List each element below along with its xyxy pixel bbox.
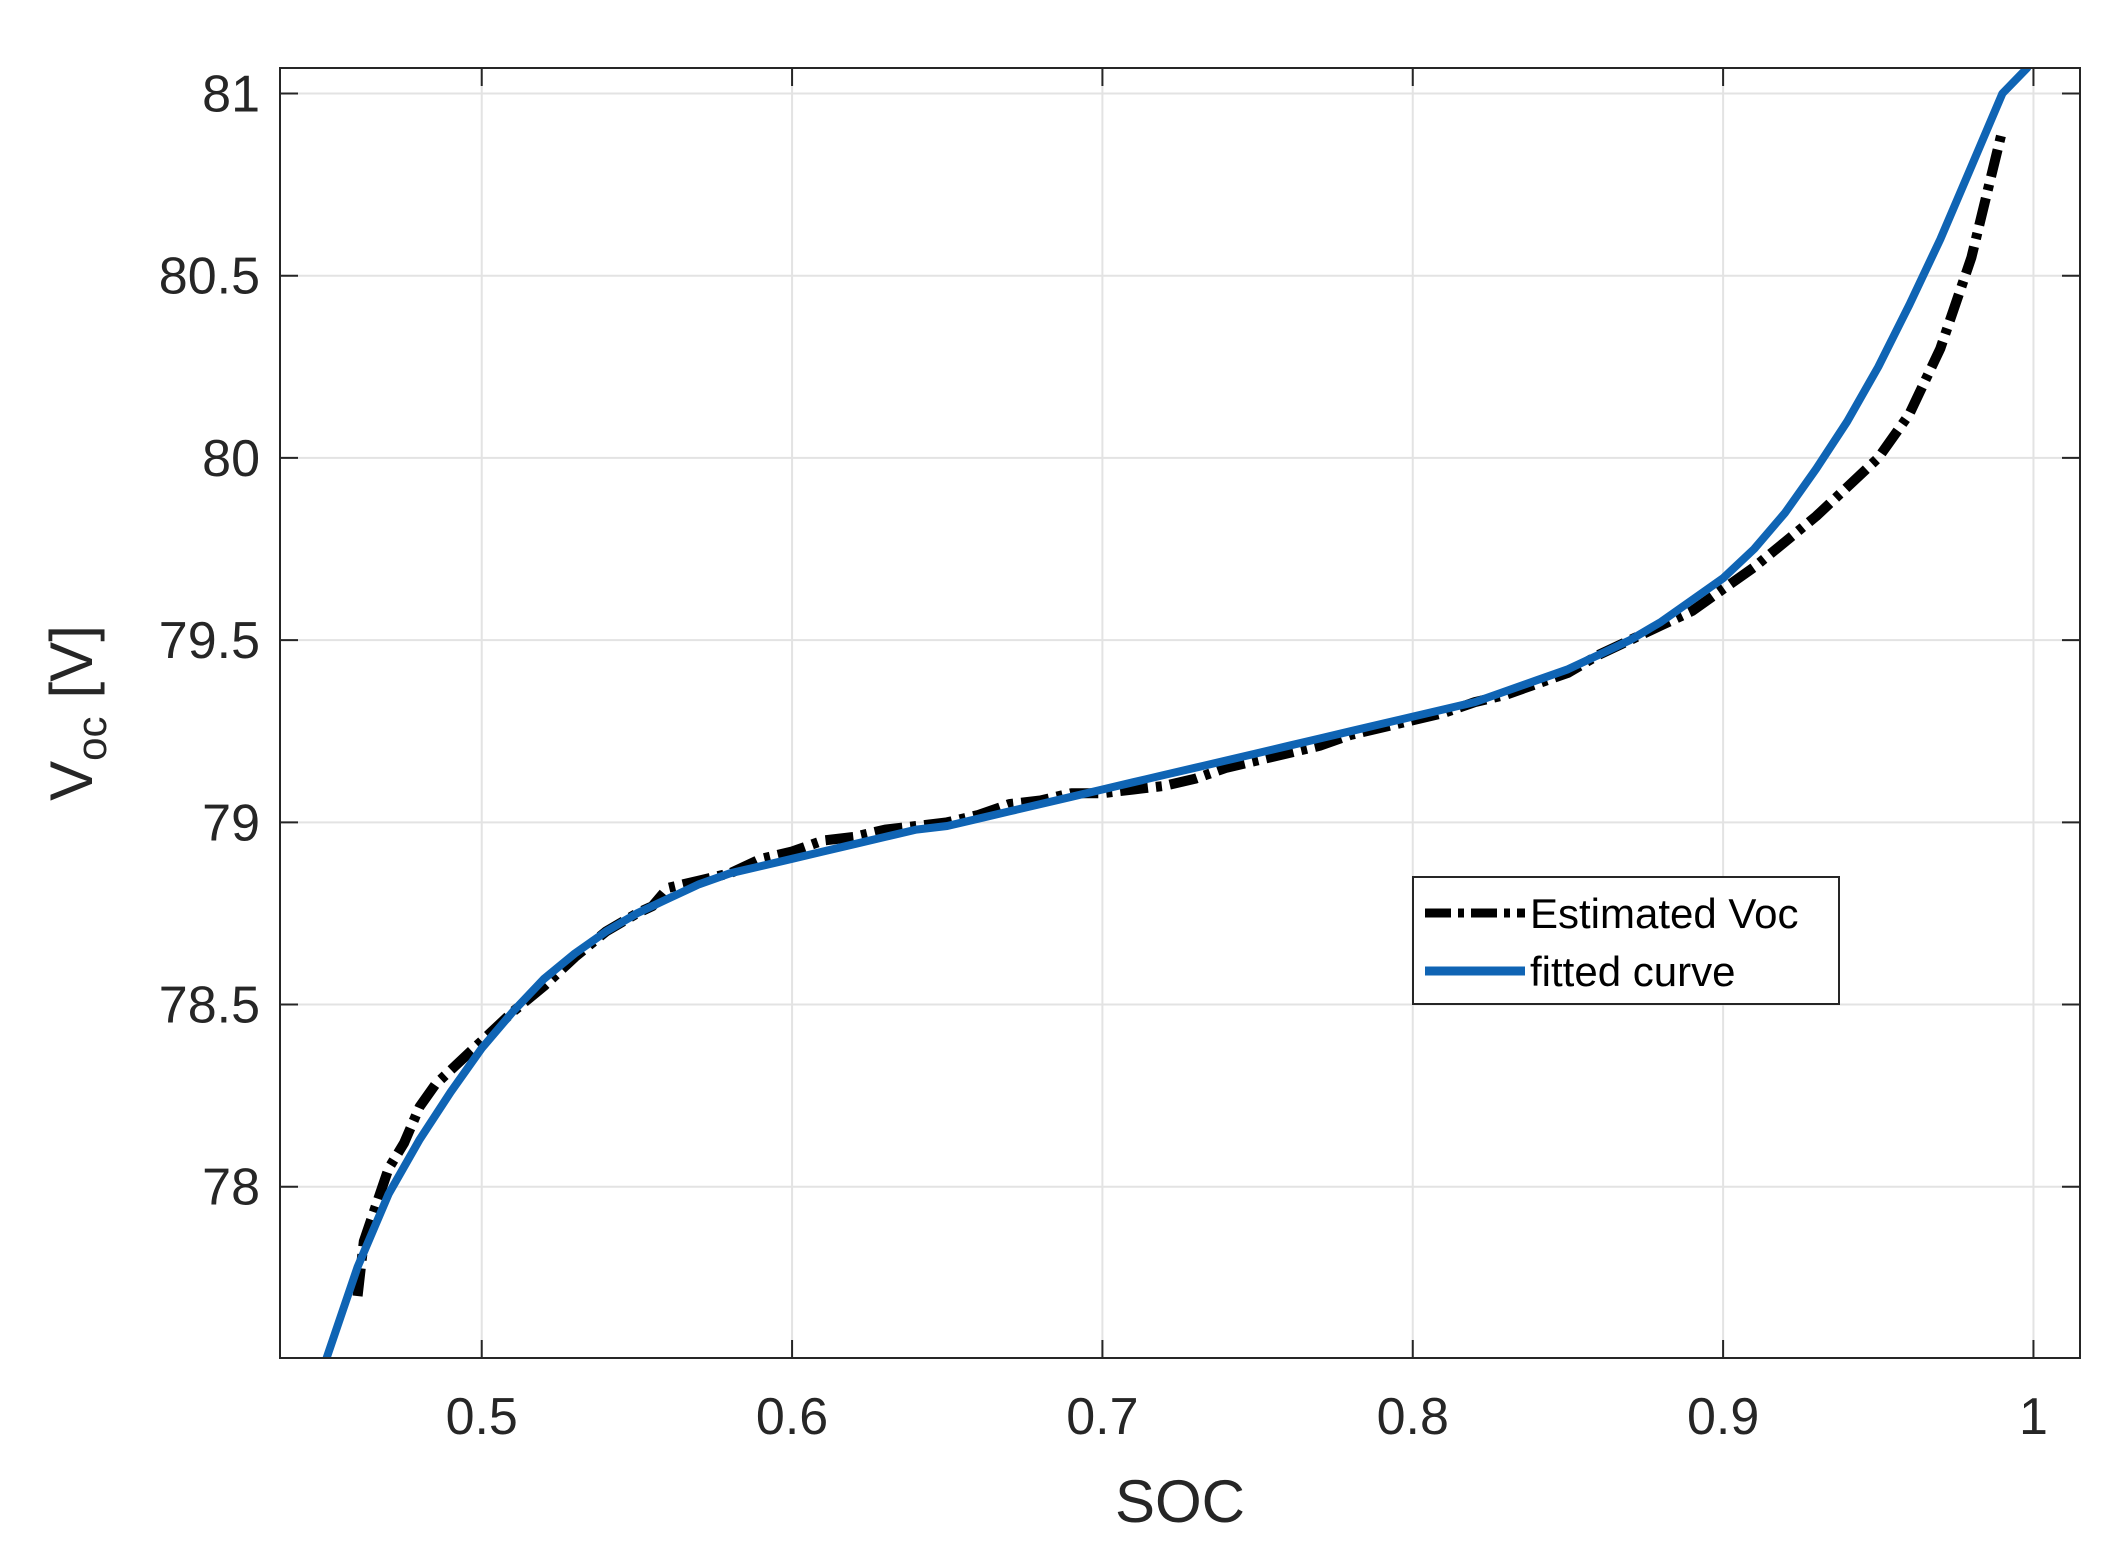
y-tick-label: 78 <box>202 1159 260 1217</box>
x-tick-label: 0.9 <box>1687 1388 1759 1446</box>
axes-box <box>279 67 2081 1359</box>
legend-label-estimated-voc: Estimated Voc <box>1530 890 1798 937</box>
x-tick-label: 0.6 <box>756 1388 828 1446</box>
x-tick-label: 0.7 <box>1066 1388 1138 1446</box>
y-axis-title: Voc [V] <box>38 625 115 801</box>
x-axis-title: SOC <box>1115 1468 1245 1535</box>
legend-label-fitted-curve: fitted curve <box>1530 948 1735 995</box>
y-tick-label: 80 <box>202 430 260 488</box>
axis-ticks: 0.5 0.6 0.7 0.8 0.9 1 78 78.5 79 79.5 80 80.5 81 <box>159 66 2080 1446</box>
y-tick-label: 81 <box>202 66 260 124</box>
y-tick-label: 78.5 <box>159 977 260 1035</box>
x-tick-label: 0.8 <box>1377 1388 1449 1446</box>
plot-area <box>280 68 2080 1358</box>
legend-box <box>1412 876 1840 1005</box>
y-tick-label: 80.5 <box>159 248 260 306</box>
y-tick-label: 79.5 <box>159 612 260 670</box>
grid <box>280 68 2080 1358</box>
plot-series <box>322 68 2032 1358</box>
y-axis-title-subscript: oc <box>68 716 115 760</box>
legend: Estimated Voc fitted curve <box>1412 876 1840 1005</box>
series-line-fitted-curve <box>322 68 2032 1358</box>
y-axis-title-base: V <box>38 761 105 801</box>
y-axis-title-unit: [V] <box>38 625 105 698</box>
y-tick-label: 79 <box>202 794 260 852</box>
x-tick-label: 0.5 <box>446 1388 518 1446</box>
x-tick-label: 1 <box>2019 1388 2048 1446</box>
